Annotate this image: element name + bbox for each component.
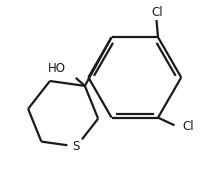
Text: Cl: Cl [151, 6, 163, 19]
Text: S: S [72, 140, 80, 153]
Text: HO: HO [47, 62, 65, 75]
Text: Cl: Cl [181, 120, 193, 133]
